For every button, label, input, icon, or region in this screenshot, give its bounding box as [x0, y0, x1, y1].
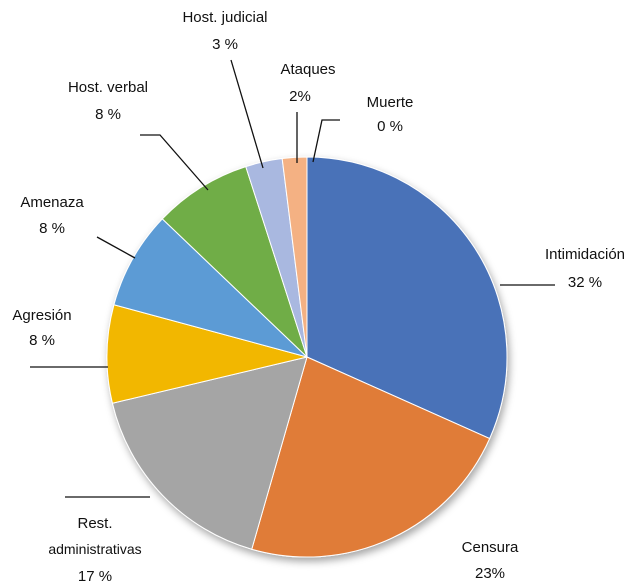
category-label: Agresión — [12, 307, 71, 324]
value-label: 0 % — [377, 118, 403, 135]
category-label: Intimidación — [545, 246, 625, 263]
pie-slice — [161, 165, 308, 358]
leader-line — [96, 236, 136, 259]
value-label: 2% — [289, 88, 311, 105]
value-label: 17 % — [78, 568, 112, 585]
leader-line — [312, 119, 340, 163]
category-label: Censura — [462, 539, 519, 556]
pie-slice — [306, 156, 508, 440]
category-label: Muerte — [367, 94, 414, 111]
category-label: Ataques — [280, 61, 335, 78]
pie-slice — [111, 356, 308, 550]
category-label: Rest. administrativas — [48, 515, 141, 557]
pie-slice — [251, 356, 491, 558]
category-label: Host. judicial — [182, 9, 267, 26]
value-label: 8 % — [29, 332, 55, 349]
pie-slice — [113, 218, 308, 358]
value-label: 8 % — [39, 220, 65, 237]
category-label: Host. verbal — [68, 79, 148, 96]
value-label: 3 % — [212, 36, 238, 53]
value-label: 23% — [475, 565, 505, 582]
pie — [106, 156, 508, 558]
category-label: Amenaza — [20, 194, 84, 211]
pie-slice — [106, 304, 308, 404]
leader-line — [230, 59, 264, 169]
value-label: 8 % — [95, 106, 121, 123]
leader-line — [140, 134, 209, 191]
value-label: 32 % — [568, 274, 602, 291]
